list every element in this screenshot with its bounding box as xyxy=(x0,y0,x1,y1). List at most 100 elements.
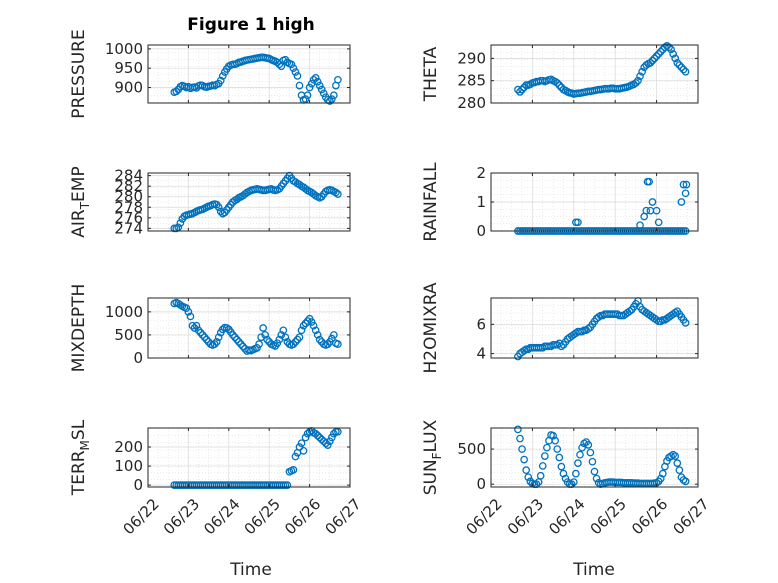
data-point xyxy=(667,45,675,54)
data-point xyxy=(334,427,342,436)
data-point xyxy=(239,342,247,351)
data-point xyxy=(518,85,526,94)
data-point xyxy=(572,469,580,478)
data-point xyxy=(309,75,318,84)
data-point xyxy=(574,459,582,467)
data-point xyxy=(303,91,312,100)
x-tick-label: 06/25 xyxy=(587,495,630,538)
data-point xyxy=(287,60,296,69)
data-point xyxy=(289,64,298,73)
data-point xyxy=(518,445,526,453)
data-point xyxy=(323,340,332,348)
data-point xyxy=(648,56,657,65)
y-axis-label: H2OMIXRA xyxy=(421,282,441,373)
data-point xyxy=(652,206,661,215)
data-point xyxy=(299,321,308,330)
data-point xyxy=(592,474,601,483)
data-point xyxy=(334,75,342,84)
data-point xyxy=(188,321,197,330)
data-point xyxy=(311,326,320,335)
data-point xyxy=(656,474,665,483)
data-point xyxy=(327,334,336,343)
axes-box xyxy=(490,297,699,359)
y-tick-label: 1000 xyxy=(105,303,143,321)
data-series xyxy=(514,42,690,98)
y-tick-label: 2 xyxy=(476,164,486,182)
data-point xyxy=(277,331,286,339)
data-point xyxy=(325,97,334,105)
data-point xyxy=(311,429,320,438)
data-point xyxy=(329,91,338,100)
data-point xyxy=(516,434,524,443)
x-tick-label: 06/26 xyxy=(628,495,671,538)
data-point xyxy=(329,429,338,438)
x-axis-label-left: Time xyxy=(229,560,272,580)
data-point xyxy=(237,340,245,348)
data-point xyxy=(231,333,239,342)
data-series xyxy=(170,53,342,105)
y-tick-label: 278 xyxy=(114,198,143,216)
data-point xyxy=(214,203,223,212)
data-point xyxy=(301,433,310,442)
data-point xyxy=(305,83,314,92)
data-series xyxy=(170,426,342,489)
data-point xyxy=(553,79,562,87)
data-point xyxy=(291,68,300,76)
x-tick-label: 06/27 xyxy=(669,495,712,538)
x-tick-label: 06/25 xyxy=(241,495,284,538)
y-tick-label: 282 xyxy=(114,177,143,195)
data-point xyxy=(555,453,564,462)
data-point xyxy=(289,466,298,474)
y-tick-label: 900 xyxy=(114,79,143,97)
axes-box xyxy=(147,427,351,488)
subplot-theta: 280 285 290 THETA xyxy=(421,42,699,112)
y-tick-label: 6 xyxy=(476,315,486,333)
y-tick-label: 200 xyxy=(114,438,143,456)
data-point xyxy=(646,58,655,67)
data-point xyxy=(200,333,209,342)
data-point xyxy=(669,50,678,58)
data-point xyxy=(317,435,326,444)
data-point xyxy=(681,477,690,486)
data-point xyxy=(681,67,690,76)
data-point xyxy=(332,188,340,197)
data-point xyxy=(198,331,207,339)
data-point xyxy=(309,321,318,330)
data-point xyxy=(590,467,599,476)
data-point xyxy=(665,43,673,52)
subplot-rainfall: 0 1 2 RAINFALL xyxy=(421,162,699,242)
data-point xyxy=(632,79,640,87)
data-point xyxy=(681,189,690,198)
data-point xyxy=(636,221,644,230)
data-point xyxy=(675,466,684,474)
data-point xyxy=(671,452,680,460)
y-tick-label: 500 xyxy=(457,440,486,458)
data-point xyxy=(293,72,302,80)
data-point xyxy=(553,445,562,453)
data-point xyxy=(255,340,263,348)
y-tick-label: 284 xyxy=(114,167,143,185)
data-point xyxy=(540,452,549,460)
data-point xyxy=(536,471,545,480)
axes-box xyxy=(490,427,699,488)
data-point xyxy=(555,81,564,90)
data-point xyxy=(559,469,568,478)
data-point xyxy=(645,177,654,186)
data-point xyxy=(538,462,547,470)
data-point xyxy=(679,180,688,189)
data-point xyxy=(313,77,322,86)
data-point xyxy=(190,324,199,332)
data-point xyxy=(654,50,663,58)
data-point xyxy=(291,452,300,461)
data-point xyxy=(516,88,524,96)
y-axis-label: PRESSURE xyxy=(69,29,89,118)
y-axis-label: SUNFLUX xyxy=(421,419,444,495)
data-point xyxy=(584,441,593,449)
data-point xyxy=(549,431,557,440)
data-point xyxy=(315,433,324,442)
data-point xyxy=(283,481,292,489)
data-point xyxy=(261,331,270,339)
data-point xyxy=(681,319,690,327)
